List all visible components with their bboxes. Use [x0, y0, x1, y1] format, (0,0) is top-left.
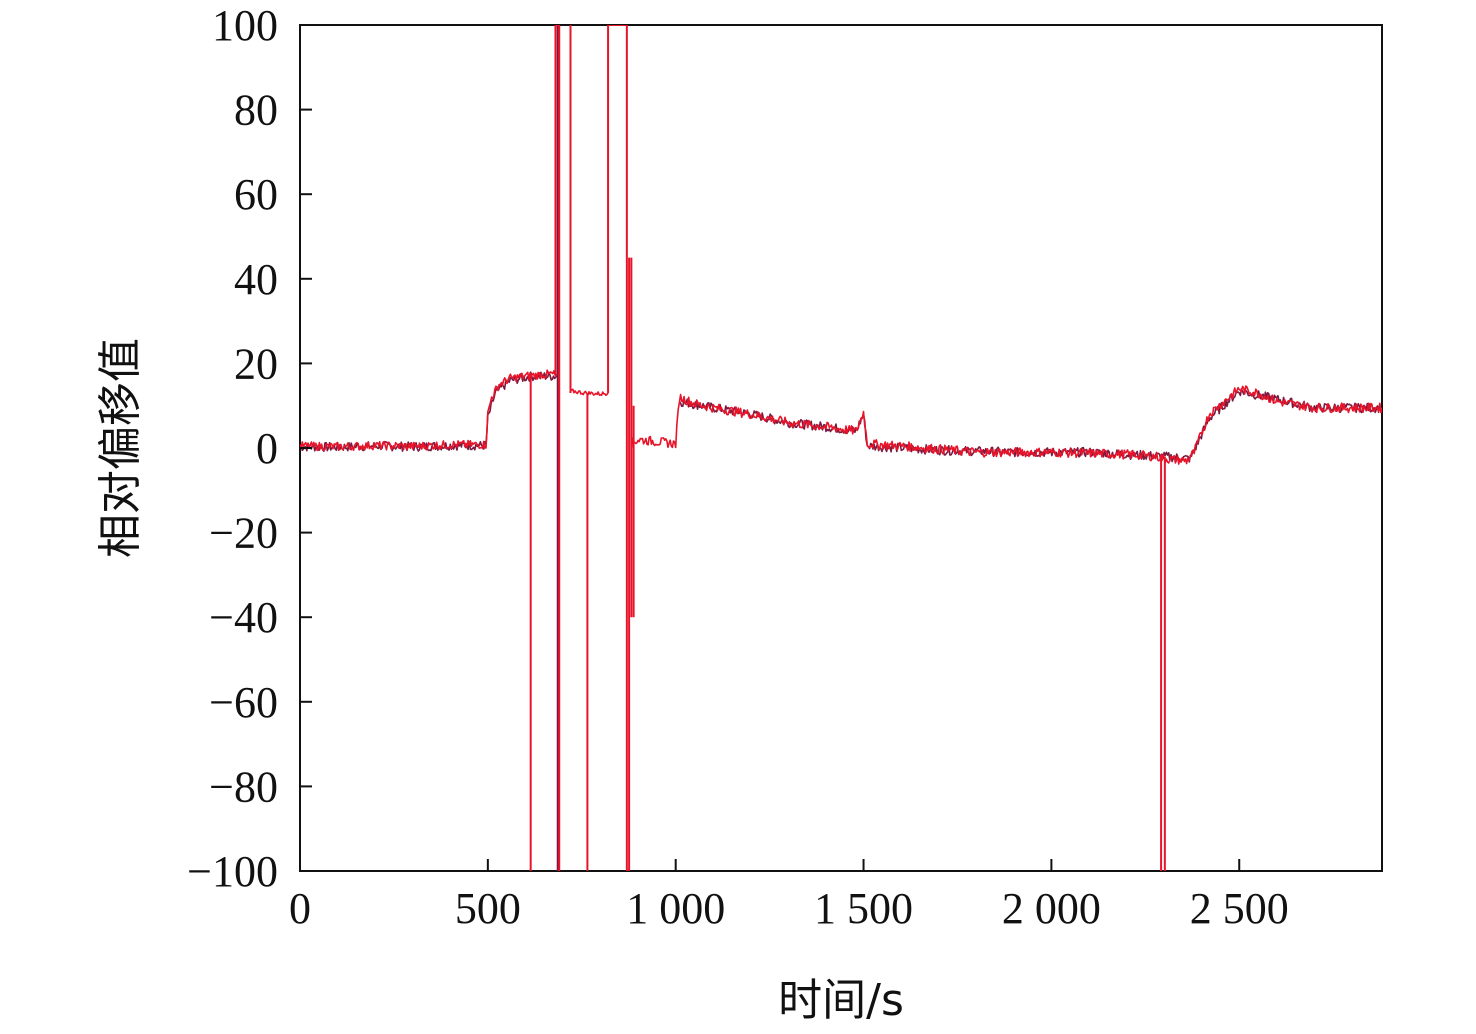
axis-ticks: 0 500 1 000 1 500 2 000 2 500 100 80 60 40 20 0 −20 −…: [187, 1, 1289, 933]
plot-frame: [299, 24, 1383, 872]
x-tick-label: 0: [289, 884, 311, 933]
x-tick-label: 2 000: [1002, 884, 1101, 933]
series-line-dark: [300, 371, 558, 452]
x-tick-label: 2 500: [1190, 884, 1289, 933]
y-axis-title: 相对偏移值: [95, 338, 146, 558]
y-tick-label: −80: [209, 762, 278, 811]
x-tick-label: 1 500: [814, 884, 913, 933]
x-tick-label: 1 000: [626, 884, 725, 933]
series-line: [569, 388, 609, 397]
y-tick-label: 0: [256, 424, 278, 473]
y-tick-label: 20: [234, 339, 278, 388]
y-tick-label: 80: [234, 86, 278, 135]
y-tick-label: −20: [209, 509, 278, 558]
y-tick-label: −40: [209, 593, 278, 642]
y-tick-label: 40: [234, 255, 278, 304]
x-axis-title: 时间/s: [778, 975, 904, 1026]
y-tick-label: 60: [234, 170, 278, 219]
series-line: [630, 385, 1382, 465]
x-tick-label: 500: [455, 884, 521, 933]
series-line: [300, 369, 558, 452]
y-tick-label: −100: [187, 847, 278, 896]
y-tick-label: 100: [212, 1, 278, 50]
y-tick-label: −60: [209, 678, 278, 727]
plot-area: [300, 25, 1382, 871]
